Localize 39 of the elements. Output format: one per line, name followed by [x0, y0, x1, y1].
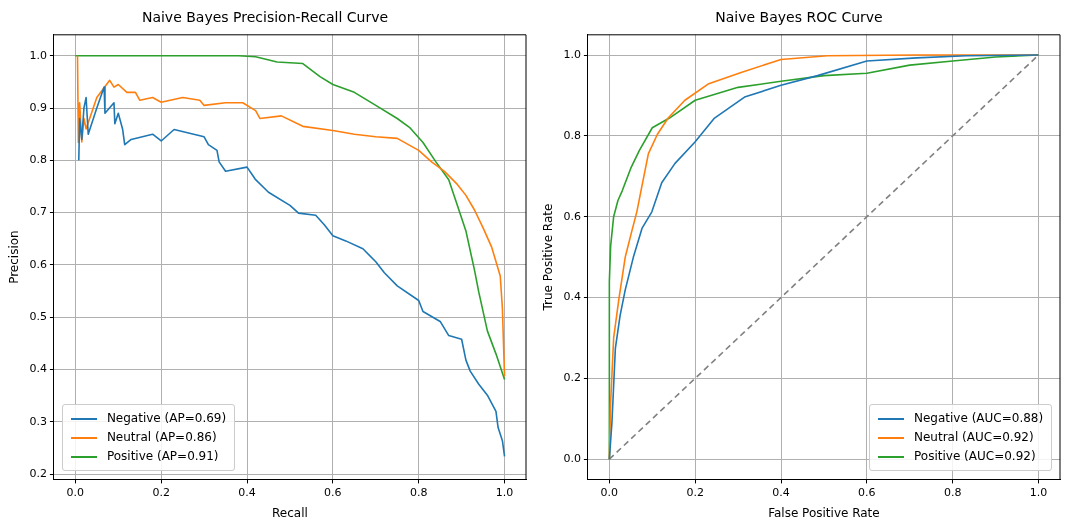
- y-tick-label: 0.2: [29, 467, 47, 481]
- y-tick-label: 0.4: [563, 290, 581, 304]
- y-tick-label: 0.5: [29, 310, 47, 324]
- legend-label: Neutral (AUC=0.92): [914, 429, 1034, 447]
- y-tick-label: 0.2: [563, 371, 581, 385]
- x-tick-label: 0.6: [858, 485, 876, 499]
- x-tick-label: 0.4: [238, 485, 256, 499]
- y-tick-label: 1.0: [29, 48, 47, 62]
- legend-label: Negative (AUC=0.88): [914, 410, 1044, 428]
- x-axis-title: False Positive Rate: [768, 505, 880, 520]
- legend-label: Positive (AUC=0.92): [914, 448, 1036, 466]
- x-tick-label: 0.6: [324, 485, 342, 499]
- y-tick-label: 0.0: [563, 452, 581, 466]
- x-tick-label: 0.2: [152, 485, 170, 499]
- legend-label: Positive (AP=0.91): [106, 448, 219, 466]
- x-tick-label: 0.8: [409, 485, 428, 499]
- x-tick-label: 0.8: [943, 485, 962, 499]
- x-tick-label: 0.0: [66, 485, 85, 499]
- y-tick-label: 0.6: [29, 257, 47, 271]
- y-tick-label: 1.0: [563, 47, 581, 61]
- y-tick-label: 0.9: [29, 100, 47, 114]
- y-tick-label: 0.8: [563, 128, 581, 142]
- legend-label: Negative (AP=0.69): [106, 410, 227, 428]
- y-axis-title: True Positive Rate: [541, 203, 556, 312]
- x-tick-label: 1.0: [1029, 485, 1048, 499]
- x-tick-label: 1.0: [495, 485, 514, 499]
- x-tick-label: 0.0: [600, 485, 619, 499]
- x-tick-label: 0.4: [772, 485, 790, 499]
- y-tick-label: 0.6: [563, 209, 581, 223]
- y-tick-label: 0.4: [29, 362, 47, 376]
- y-axis-title: Precision: [7, 230, 22, 284]
- chart-title: Naive Bayes Precision-Recall Curve: [141, 9, 389, 26]
- chart-title: Naive Bayes ROC Curve: [715, 9, 883, 26]
- y-tick-label: 0.7: [29, 205, 47, 219]
- x-axis-title: Recall: [272, 505, 308, 520]
- y-tick-label: 0.3: [29, 414, 47, 428]
- x-tick-label: 0.2: [686, 485, 704, 499]
- y-tick-label: 0.8: [29, 153, 47, 167]
- legend-label: Neutral (AP=0.86): [106, 429, 217, 447]
